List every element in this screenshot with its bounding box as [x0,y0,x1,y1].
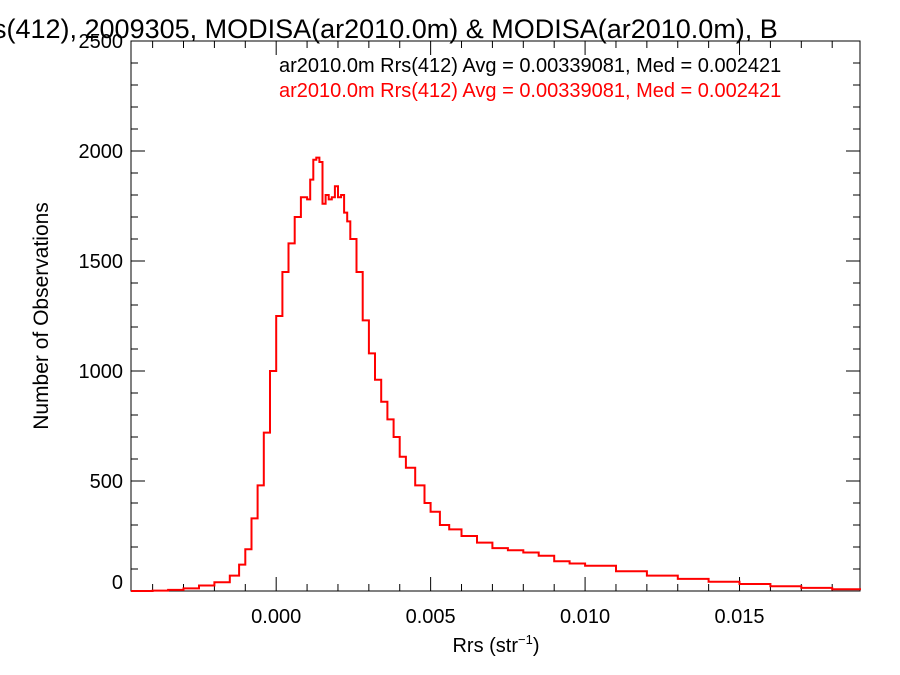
plot-frame [130,40,861,592]
chart-title: rs(412), 2009305, MODISA(ar2010.0m) & MO… [0,14,778,44]
y-tick-label: 0 [112,572,123,594]
x-tick-label: 0.010 [560,606,610,628]
y-axis-label: Number of Observations [30,202,53,430]
x-tick-label: 0.005 [406,606,456,628]
y-tick-label: 2500 [79,31,124,53]
x-axis-label-superscript: −1 [518,632,533,647]
y-tick-label: 2000 [79,141,124,163]
y-tick-label: 1000 [79,361,124,383]
axis-ticks [131,40,860,592]
legend-entry-black: ar2010.0m Rrs(412) Avg = 0.00339081, Med… [279,55,781,77]
x-axis-label: Rrs (str−1) [452,632,539,657]
legend-entry-red: ar2010.0m Rrs(412) Avg = 0.00339081, Med… [279,80,781,102]
y-tick-label: 1500 [79,251,124,273]
x-tick-label: 0.000 [251,606,301,628]
axis-tick-labels: 0 500 1000 1500 2000 2500 0.000 0.005 0.010 0.015 [79,31,765,628]
x-tick-label: 0.015 [714,606,764,628]
y-tick-label: 500 [90,471,123,493]
x-axis-label-main: Rrs (str [452,635,518,657]
x-axis-label-close: ) [533,635,540,657]
histogram-series-line [131,156,861,592]
